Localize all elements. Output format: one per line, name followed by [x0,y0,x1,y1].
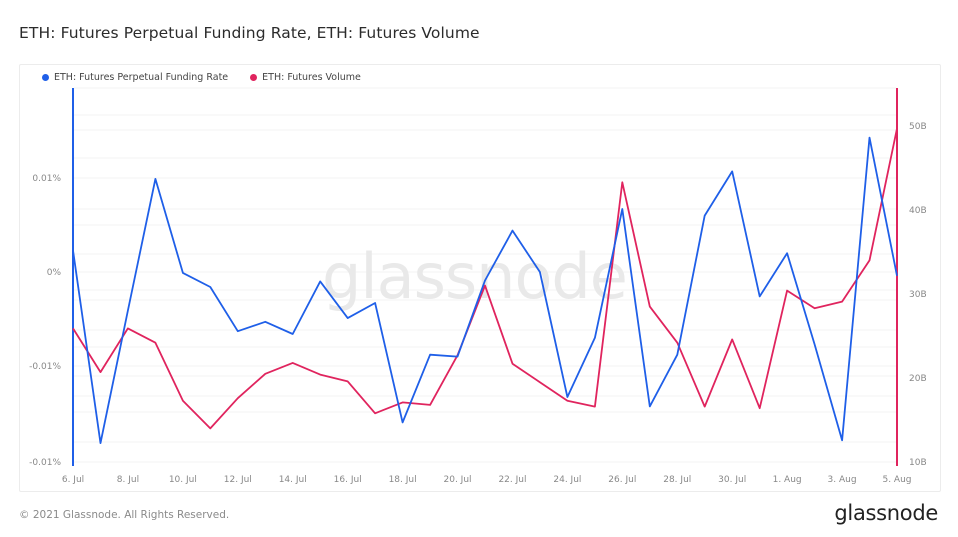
svg-text:20. Jul: 20. Jul [444,475,472,485]
svg-text:22. Jul: 22. Jul [498,475,526,485]
svg-text:50B: 50B [909,122,927,132]
svg-text:40B: 40B [909,206,927,216]
brand-logo: glassnode [834,501,938,525]
svg-text:30B: 30B [909,290,927,300]
watermark: glassnode [322,240,627,313]
blue-dot-icon [42,74,49,81]
svg-text:14. Jul: 14. Jul [279,475,307,485]
futures-volume-line [72,128,898,430]
svg-text:12. Jul: 12. Jul [224,475,252,485]
svg-text:1. Aug: 1. Aug [773,475,802,485]
gridlines [74,87,896,463]
svg-text:-0.01%: -0.01% [29,362,61,372]
legend-item-futures-volume[interactable]: ETH: Futures Volume [250,72,361,83]
funding-rate-line [72,136,898,445]
svg-text:0%: 0% [47,268,62,278]
chart-title: ETH: Futures Perpetual Funding Rate, ETH… [19,24,480,42]
svg-text:18. Jul: 18. Jul [389,475,417,485]
copyright-text: © 2021 Glassnode. All Rights Reserved. [19,509,230,521]
svg-text:3. Aug: 3. Aug [828,475,857,485]
svg-text:20B: 20B [909,374,927,384]
svg-text:26. Jul: 26. Jul [608,475,636,485]
svg-text:28. Jul: 28. Jul [663,475,691,485]
right-y-axis: 50B 40B 30B 20B 10B [909,122,927,468]
legend: ETH: Futures Perpetual Funding Rate ETH:… [42,72,361,83]
svg-text:6. Jul: 6. Jul [62,475,84,485]
chart-panel [19,64,941,492]
svg-text:24. Jul: 24. Jul [553,475,581,485]
legend-label: ETH: Futures Perpetual Funding Rate [54,72,229,83]
svg-text:10B: 10B [909,458,927,468]
legend-item-funding-rate[interactable]: ETH: Futures Perpetual Funding Rate [42,72,228,83]
svg-text:8. Jul: 8. Jul [117,475,139,485]
svg-text:0.01%: 0.01% [32,174,61,184]
red-dot-icon [250,74,258,81]
x-axis: 6. Jul 8. Jul 10. Jul 12. Jul 14. Jul 16. Jul… [62,475,912,485]
legend-label: ETH: Futures Volume [262,72,361,83]
svg-text:10. Jul: 10. Jul [169,475,197,485]
svg-text:-0.01%: -0.01% [29,458,61,468]
svg-text:5. Aug: 5. Aug [882,475,911,485]
svg-text:30. Jul: 30. Jul [718,475,746,485]
svg-text:16. Jul: 16. Jul [334,475,362,485]
left-y-axis: 0.01% 0% -0.01% -0.01% [29,174,61,468]
